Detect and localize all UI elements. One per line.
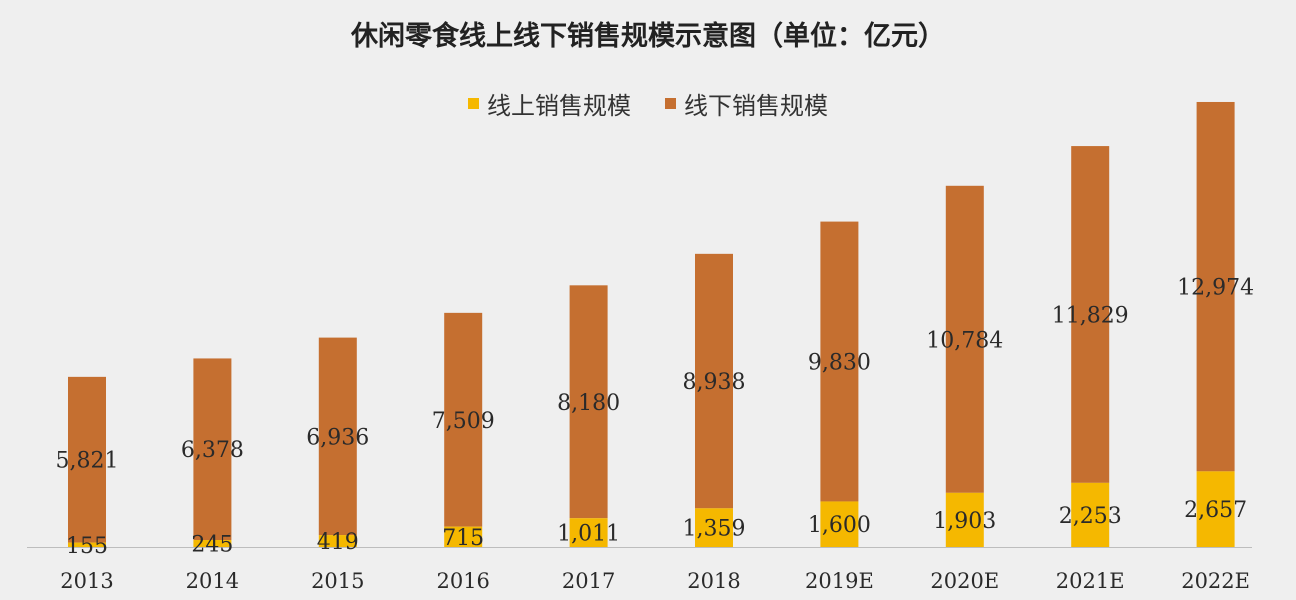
data-label-online: 1,011 (557, 522, 620, 547)
x-tick-label: 2019E (805, 569, 874, 593)
data-label-online: 155 (66, 534, 108, 559)
data-label-online: 715 (442, 526, 484, 551)
x-tick-label: 2017 (562, 569, 615, 593)
data-label-offline: 6,936 (306, 425, 369, 450)
bar-online (569, 518, 608, 547)
bar-online (945, 492, 984, 547)
bar-online (820, 501, 859, 547)
bar-online (318, 535, 357, 547)
bar-offline (444, 312, 483, 527)
bar-offline (820, 221, 859, 502)
bar-offline (695, 253, 733, 509)
x-tick-label: 2014 (186, 569, 239, 593)
chart-title: 休闲零食线上线下销售规模示意图（单位：亿元） (351, 21, 945, 52)
x-tick-label: 2021E (1056, 569, 1125, 593)
data-label-online: 1,359 (683, 517, 746, 542)
data-label-online: 2,657 (1184, 498, 1247, 523)
legend-label-online: 线上销售规模 (487, 92, 631, 120)
data-label-offline: 9,830 (808, 351, 871, 376)
legend-item-online: 线上销售规模 (468, 86, 631, 121)
data-label-online: 419 (317, 530, 359, 555)
bar-offline (569, 285, 608, 519)
bar-online (695, 508, 733, 547)
data-label-offline: 7,509 (432, 409, 495, 434)
data-label-offline: 10,784 (926, 328, 1003, 353)
data-label-online: 245 (191, 533, 233, 558)
bar-offline (945, 185, 984, 493)
legend-swatch-online (468, 98, 479, 109)
bar-online (193, 540, 232, 547)
bar-online (1196, 471, 1235, 547)
x-tick-label: 2013 (60, 569, 113, 593)
bar-offline (1071, 146, 1110, 483)
x-tick-label: 2020E (930, 569, 999, 593)
x-tick-label: 2018 (687, 569, 740, 593)
data-label-offline: 6,378 (181, 438, 244, 463)
bar-offline (318, 337, 357, 536)
data-label-offline: 11,829 (1052, 303, 1129, 328)
bar-online (444, 526, 483, 547)
data-label-online: 1,600 (808, 513, 871, 538)
x-tick-label: 2022E (1181, 569, 1250, 593)
data-label-offline: 12,974 (1177, 276, 1254, 301)
x-tick-label: 2016 (436, 569, 489, 593)
data-label-online: 1,903 (933, 509, 996, 534)
data-label-offline: 8,180 (557, 391, 620, 416)
data-label-online: 2,253 (1059, 504, 1122, 529)
bar-offline (1196, 101, 1235, 472)
bar-online (68, 542, 106, 547)
data-label-offline: 5,821 (56, 449, 119, 474)
x-tick-label: 2015 (311, 569, 364, 593)
bar-offline (193, 358, 232, 541)
bar-online (1071, 482, 1110, 547)
legend-label-offline: 线下销售规模 (684, 92, 828, 120)
legend: 线上销售规模 线下销售规模 (0, 86, 1296, 121)
bar-offline (68, 376, 106, 543)
legend-item-offline: 线下销售规模 (665, 86, 828, 121)
data-label-offline: 8,938 (683, 370, 746, 395)
legend-swatch-offline (665, 98, 676, 109)
